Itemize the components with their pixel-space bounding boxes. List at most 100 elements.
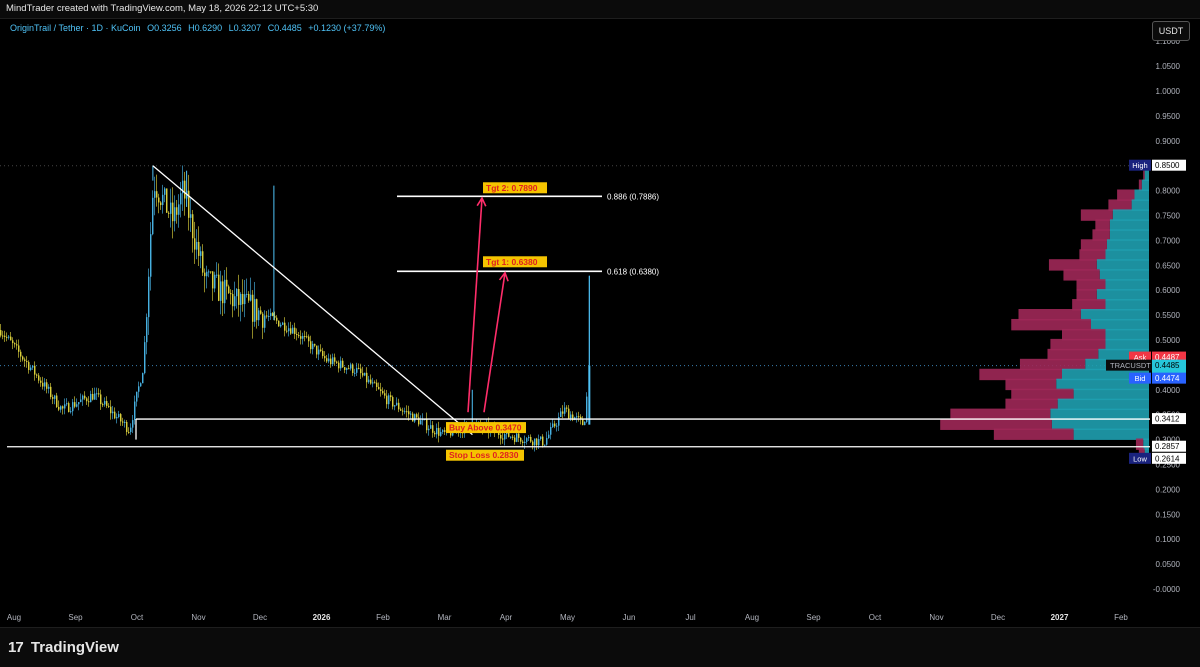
y-tick-label: 0.4000 xyxy=(1156,386,1181,395)
candle-body xyxy=(442,430,444,432)
candle-body xyxy=(500,434,502,439)
candle-body xyxy=(4,335,6,337)
candle-body xyxy=(570,414,572,419)
vp-up-bar xyxy=(1143,438,1149,450)
candle-body xyxy=(502,438,504,440)
candle-body xyxy=(550,427,552,435)
vp-down-bar xyxy=(1076,289,1097,301)
vp-down-bar xyxy=(1011,318,1091,331)
vp-up-bar xyxy=(1105,249,1149,261)
tgt1-arrow-head xyxy=(498,271,509,282)
candle-body xyxy=(396,402,398,406)
candle-body xyxy=(226,279,228,287)
tradingview-logo[interactable]: 17 TradingView xyxy=(8,639,119,656)
resistance-price-label-value: 0.3412 xyxy=(1155,415,1180,424)
candle-body xyxy=(256,299,258,321)
candle-body xyxy=(118,414,120,418)
candle-body xyxy=(440,431,442,436)
candle-body xyxy=(556,425,558,427)
candle-body xyxy=(508,430,510,437)
candle-body xyxy=(264,315,266,328)
candle-body xyxy=(74,402,76,407)
candle-body xyxy=(426,418,428,431)
x-tick-label: Oct xyxy=(131,613,144,622)
candle-body xyxy=(46,382,48,389)
vp-up-bar xyxy=(1080,309,1149,321)
candle-body xyxy=(124,421,126,423)
candle-body xyxy=(332,357,334,365)
candle-body xyxy=(98,393,100,395)
candle-body xyxy=(422,419,424,421)
y-tick-label: 0.5000 xyxy=(1156,336,1181,345)
x-tick-label: 2027 xyxy=(1051,613,1069,622)
candle-body xyxy=(144,342,146,374)
candle-body xyxy=(146,317,148,343)
symbol-tag-bg xyxy=(1106,359,1152,371)
vp-down-bar xyxy=(1011,388,1074,401)
candle-body xyxy=(54,395,56,399)
resistance-price-label-value-bg xyxy=(1152,413,1186,425)
candle-body xyxy=(522,441,524,444)
candle-body xyxy=(268,315,270,317)
candle-body xyxy=(334,357,336,362)
candle-body xyxy=(372,382,374,384)
candle-body xyxy=(528,436,530,439)
y-tick-label: 1.0000 xyxy=(1156,87,1181,96)
price-chart[interactable]: 0.886 (0.7886) 0.618 (0.6380) Tgt 2: 0.789… xyxy=(0,0,1200,627)
candle-body xyxy=(148,276,150,318)
low-price-label: Low 0.2614 xyxy=(1129,452,1186,464)
vp-down-bar xyxy=(1005,378,1057,391)
candle-body xyxy=(132,420,134,428)
top-bar: MindTrader created with TradingView.com,… xyxy=(0,0,1200,19)
candle-body xyxy=(274,315,276,318)
candle-body xyxy=(230,293,232,295)
price-axis: 1.1000 1.0500 1.0000 0.9500 0.9000 0.8500 0.80… xyxy=(1153,37,1181,594)
candle-body xyxy=(384,393,386,396)
candle-body xyxy=(376,382,378,387)
candle-body xyxy=(362,373,364,376)
ask-price-label-value-bg xyxy=(1152,351,1186,363)
candle-body xyxy=(56,395,58,407)
candle-body xyxy=(34,365,36,375)
candle-body xyxy=(166,188,168,213)
candle-body xyxy=(400,409,402,411)
tgt2-label-text: Tgt 2: 0.7890 xyxy=(486,183,538,193)
candle-body xyxy=(194,238,196,250)
vp-up-bar xyxy=(1098,348,1149,361)
high-price-label-tag-bg xyxy=(1129,159,1151,171)
candle-body xyxy=(330,358,332,365)
candle-body xyxy=(142,373,144,384)
candle-body xyxy=(328,358,330,362)
candle-body xyxy=(70,411,72,413)
candle-body xyxy=(260,310,262,314)
candle-body xyxy=(510,436,512,438)
tgt1-label: Tgt 1: 0.6380 xyxy=(483,256,547,268)
bid-price-label-tag-bg xyxy=(1129,372,1151,384)
candle-body xyxy=(8,336,10,338)
candle-body xyxy=(516,433,518,442)
candle-body xyxy=(196,241,198,250)
candle-body xyxy=(526,438,528,442)
y-tick-label: 0.6000 xyxy=(1156,286,1181,295)
resistance-price-label: 0.3412 xyxy=(1152,413,1186,425)
low-price-label-tag: Low xyxy=(1133,454,1147,463)
downtrend-line xyxy=(152,165,473,436)
candle-body xyxy=(252,294,254,322)
candle-body xyxy=(240,294,242,305)
stop-label-bg xyxy=(446,449,524,461)
currency-selector[interactable]: USDT xyxy=(1152,21,1190,41)
candle-body xyxy=(386,395,388,405)
candle-body xyxy=(210,271,212,273)
candle-body xyxy=(126,421,128,432)
candle-body xyxy=(62,406,64,409)
candle-body xyxy=(378,386,380,390)
candle-body xyxy=(294,327,296,334)
candle-body xyxy=(540,436,542,440)
footer-bar: 17 TradingView xyxy=(0,627,1200,667)
x-tick-label: Sep xyxy=(68,613,83,622)
vp-down-bar xyxy=(1005,398,1058,411)
candle-body xyxy=(170,202,172,214)
vp-down-bar xyxy=(940,418,1052,430)
candle-body xyxy=(310,341,312,350)
candle-body xyxy=(354,372,356,374)
